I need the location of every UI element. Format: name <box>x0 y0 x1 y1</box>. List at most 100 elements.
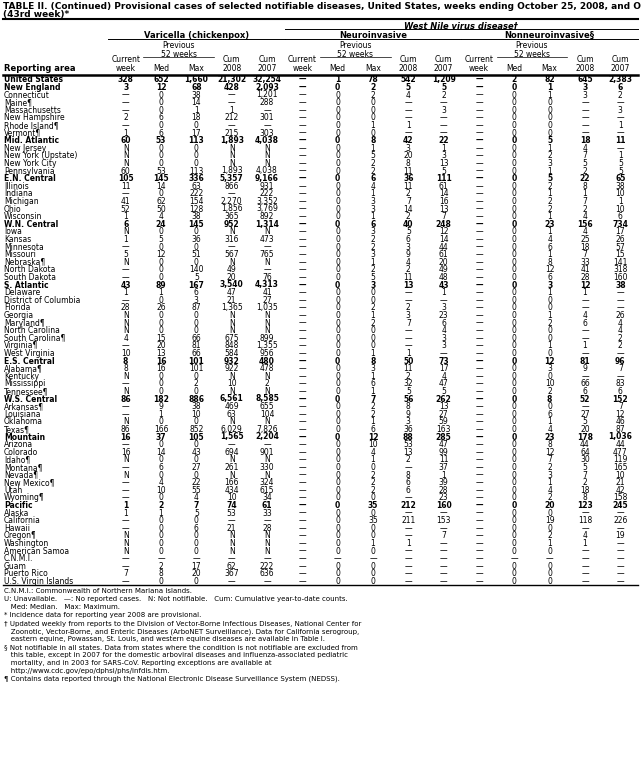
Text: N: N <box>229 326 235 335</box>
Text: 76: 76 <box>262 273 272 282</box>
Text: 36: 36 <box>192 235 201 244</box>
Text: 0: 0 <box>194 151 199 161</box>
Text: 5: 5 <box>547 136 553 145</box>
Text: Maryland¶: Maryland¶ <box>4 319 45 327</box>
Text: —: — <box>475 106 483 115</box>
Text: Previous
52 weeks: Previous 52 weeks <box>161 40 197 59</box>
Text: 3: 3 <box>370 364 376 373</box>
Text: 6: 6 <box>194 288 199 297</box>
Text: —: — <box>228 554 235 563</box>
Text: 4: 4 <box>618 326 623 335</box>
Text: —: — <box>122 189 129 199</box>
Text: 6,561: 6,561 <box>220 394 244 403</box>
Text: 6: 6 <box>406 486 411 495</box>
Text: —: — <box>475 356 483 365</box>
Text: 248: 248 <box>436 220 452 229</box>
Text: —: — <box>404 106 412 115</box>
Text: 0: 0 <box>512 425 517 434</box>
Text: N: N <box>229 228 235 237</box>
Text: —: — <box>475 394 483 403</box>
Text: 1: 1 <box>441 288 446 297</box>
Text: 0: 0 <box>194 243 199 251</box>
Text: 5: 5 <box>547 174 553 183</box>
Text: 0: 0 <box>158 296 163 304</box>
Text: 1,209: 1,209 <box>432 75 456 84</box>
Text: —: — <box>122 98 129 107</box>
Text: —: — <box>475 455 483 464</box>
Text: 0: 0 <box>335 524 340 533</box>
Text: 956: 956 <box>260 349 274 358</box>
Text: 0: 0 <box>512 531 517 540</box>
Text: 0: 0 <box>194 326 199 335</box>
Text: 49: 49 <box>227 266 237 274</box>
Text: —: — <box>581 349 589 358</box>
Text: N: N <box>264 371 270 380</box>
Text: 0: 0 <box>512 288 517 297</box>
Text: 11: 11 <box>439 455 449 464</box>
Text: North Dakota: North Dakota <box>4 266 55 274</box>
Text: 86: 86 <box>121 425 131 434</box>
Text: —: — <box>440 569 447 578</box>
Text: Cum
2008: Cum 2008 <box>576 55 595 73</box>
Text: New England: New England <box>4 83 60 92</box>
Text: 0: 0 <box>194 258 199 266</box>
Text: 5: 5 <box>583 463 587 472</box>
Text: 0: 0 <box>335 212 340 221</box>
Text: —: — <box>263 243 271 251</box>
Text: 0: 0 <box>158 144 163 153</box>
Text: 47: 47 <box>439 440 449 449</box>
Text: —: — <box>404 463 412 472</box>
Text: N: N <box>123 326 129 335</box>
Text: 0: 0 <box>158 387 163 396</box>
Text: 0: 0 <box>547 569 552 578</box>
Text: 1: 1 <box>547 539 552 548</box>
Text: —: — <box>299 159 306 168</box>
Text: 8: 8 <box>547 258 552 266</box>
Text: —: — <box>299 432 306 441</box>
Text: N: N <box>123 311 129 320</box>
Text: 11: 11 <box>404 182 413 191</box>
Text: —: — <box>404 326 412 335</box>
Text: 2: 2 <box>158 501 163 510</box>
Text: 26: 26 <box>615 311 625 320</box>
Text: —: — <box>440 129 447 138</box>
Text: N: N <box>229 546 235 556</box>
Text: 0: 0 <box>512 508 517 517</box>
Text: 6: 6 <box>370 425 376 434</box>
Text: —: — <box>617 524 624 533</box>
Text: Rhode Island¶: Rhode Island¶ <box>4 121 58 130</box>
Text: 16: 16 <box>439 197 449 206</box>
Text: 0: 0 <box>547 577 552 586</box>
Text: 886: 886 <box>188 394 204 403</box>
Text: 0: 0 <box>335 546 340 556</box>
Text: ¶ Contains data reported through the National Electronic Disease Surveillance Sy: ¶ Contains data reported through the Nat… <box>4 676 340 683</box>
Text: N: N <box>229 387 235 396</box>
Text: —: — <box>122 91 129 100</box>
Text: 261: 261 <box>224 463 239 472</box>
Text: 23: 23 <box>544 432 555 441</box>
Text: 0: 0 <box>512 334 517 342</box>
Text: 0: 0 <box>158 159 163 168</box>
Text: —: — <box>299 562 306 571</box>
Text: N: N <box>264 258 270 266</box>
Text: 4: 4 <box>583 228 587 237</box>
Text: 5: 5 <box>406 387 411 396</box>
Text: —: — <box>122 554 129 563</box>
Text: 1: 1 <box>158 508 163 517</box>
Text: —: — <box>299 577 306 586</box>
Text: —: — <box>299 425 306 434</box>
Text: 0: 0 <box>335 349 340 358</box>
Text: 6: 6 <box>406 235 411 244</box>
Text: 6: 6 <box>370 379 376 388</box>
Text: 1,565: 1,565 <box>220 432 244 441</box>
Text: 52: 52 <box>580 394 590 403</box>
Text: 0: 0 <box>512 409 517 419</box>
Text: 0: 0 <box>512 546 517 556</box>
Text: —: — <box>475 546 483 556</box>
Text: 0: 0 <box>158 577 163 586</box>
Text: —: — <box>299 334 306 342</box>
Text: 0: 0 <box>547 508 552 517</box>
Text: —: — <box>581 569 589 578</box>
Text: 2: 2 <box>370 402 376 411</box>
Text: 167: 167 <box>188 281 204 289</box>
